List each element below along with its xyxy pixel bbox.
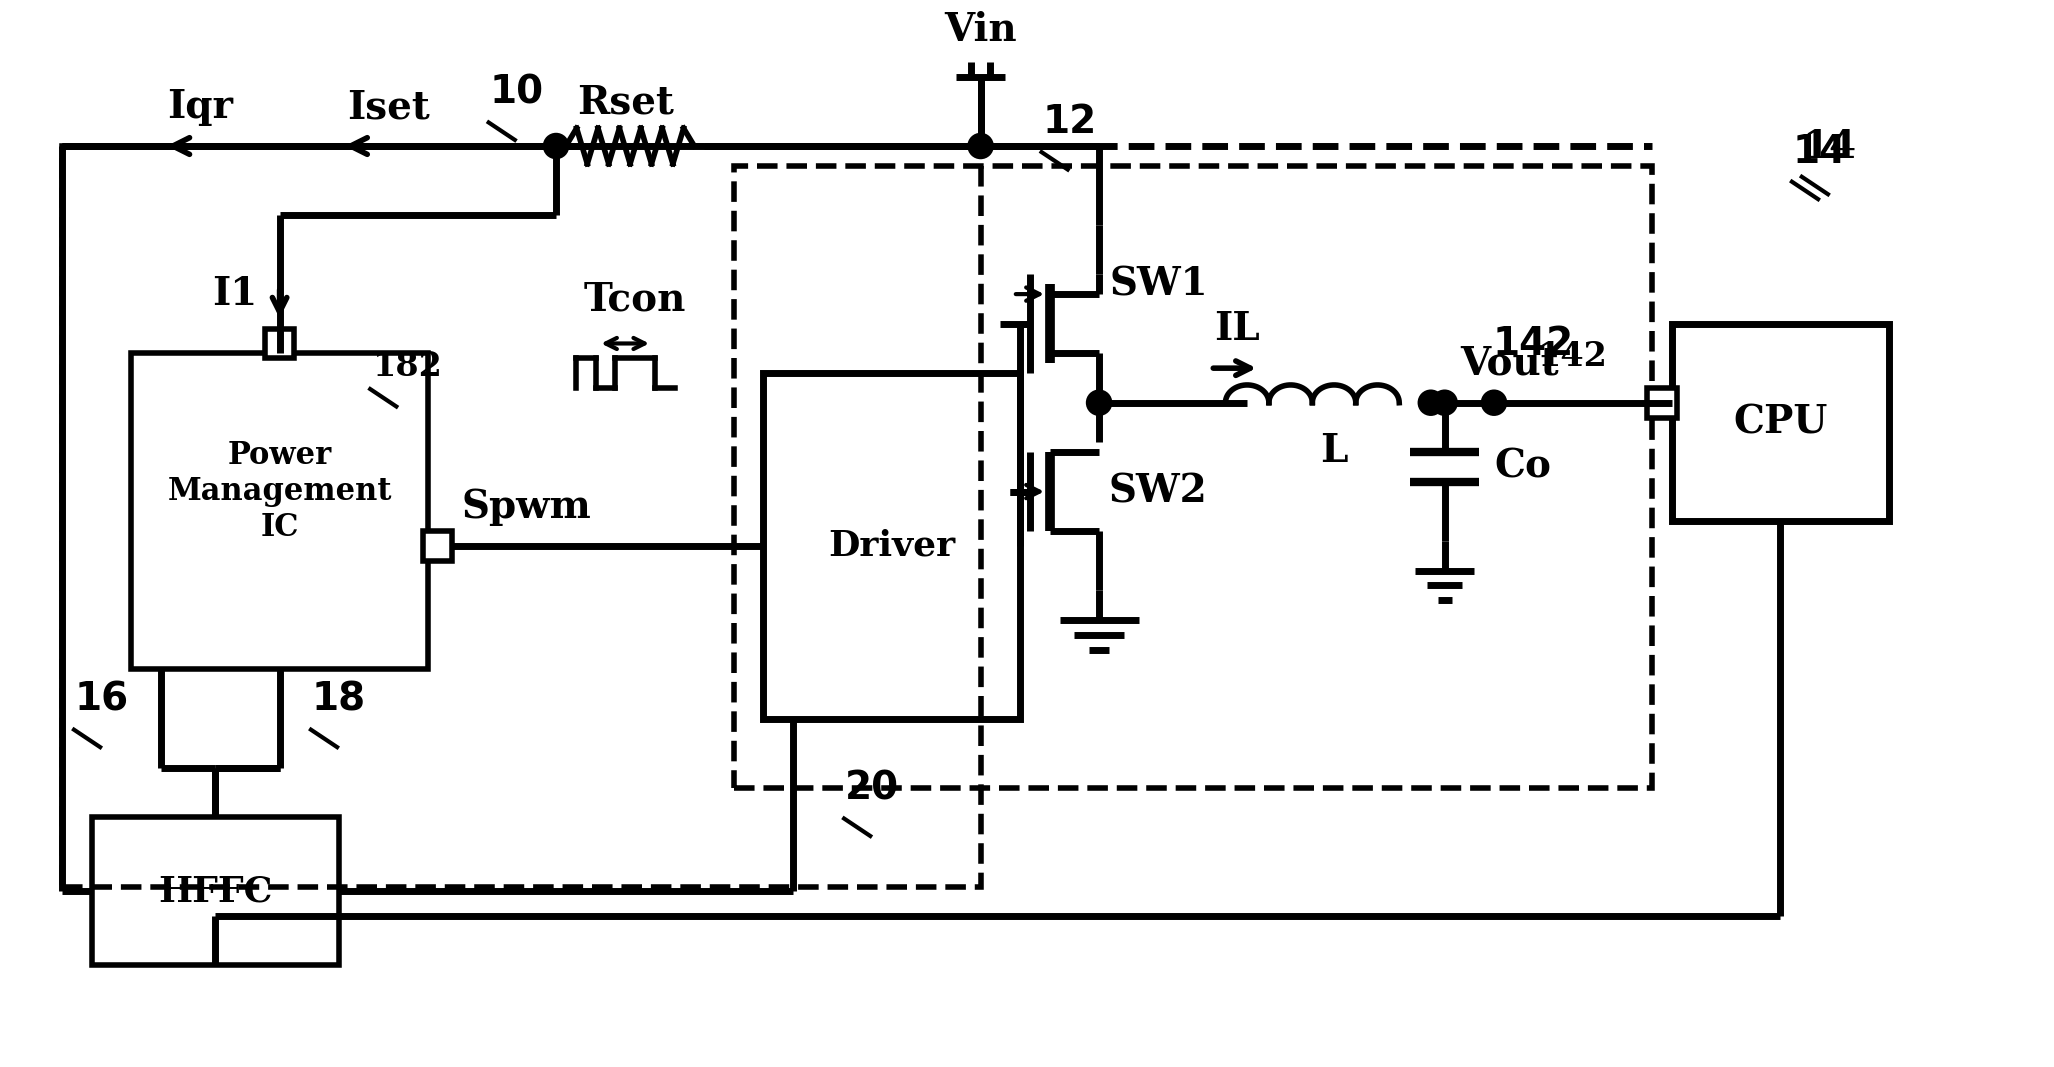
- Text: Driver: Driver: [828, 529, 955, 563]
- Text: CPU: CPU: [1734, 403, 1828, 442]
- Text: 18: 18: [312, 681, 366, 719]
- Circle shape: [1483, 391, 1506, 415]
- Text: 10: 10: [489, 74, 544, 111]
- Text: SW2: SW2: [1109, 473, 1208, 511]
- Text: 14: 14: [1793, 132, 1847, 171]
- Text: Iset: Iset: [347, 89, 429, 126]
- Bar: [1647, 388, 1676, 417]
- Text: Vin: Vin: [945, 12, 1017, 49]
- Text: Spwm: Spwm: [462, 488, 592, 526]
- Text: 20: 20: [844, 769, 900, 808]
- Text: 142: 142: [1538, 340, 1608, 373]
- Circle shape: [1434, 391, 1456, 415]
- Text: Power
Management
IC: Power Management IC: [166, 441, 392, 543]
- Text: 12: 12: [1041, 103, 1097, 141]
- Text: 182: 182: [374, 350, 444, 383]
- Text: Vout: Vout: [1460, 345, 1559, 383]
- Text: HFFC: HFFC: [158, 875, 273, 908]
- Bar: [92, 817, 339, 966]
- Text: Iqr: Iqr: [168, 89, 234, 126]
- Text: IL: IL: [1214, 310, 1261, 349]
- Text: Rset: Rset: [577, 83, 674, 122]
- Text: 142: 142: [1493, 325, 1573, 363]
- Circle shape: [1087, 391, 1111, 415]
- Bar: [423, 531, 452, 560]
- Circle shape: [969, 134, 992, 158]
- Text: L: L: [1321, 432, 1347, 471]
- Bar: [265, 329, 294, 359]
- Text: Tcon: Tcon: [583, 281, 686, 319]
- Text: 14: 14: [1803, 128, 1857, 165]
- Text: 16: 16: [74, 681, 129, 719]
- Text: I1: I1: [212, 275, 259, 313]
- Bar: [764, 373, 1021, 719]
- Circle shape: [544, 134, 567, 158]
- Text: Co: Co: [1493, 448, 1551, 485]
- Bar: [131, 353, 427, 669]
- Text: SW1: SW1: [1109, 266, 1208, 303]
- Circle shape: [1419, 391, 1442, 415]
- Bar: [1672, 323, 1890, 521]
